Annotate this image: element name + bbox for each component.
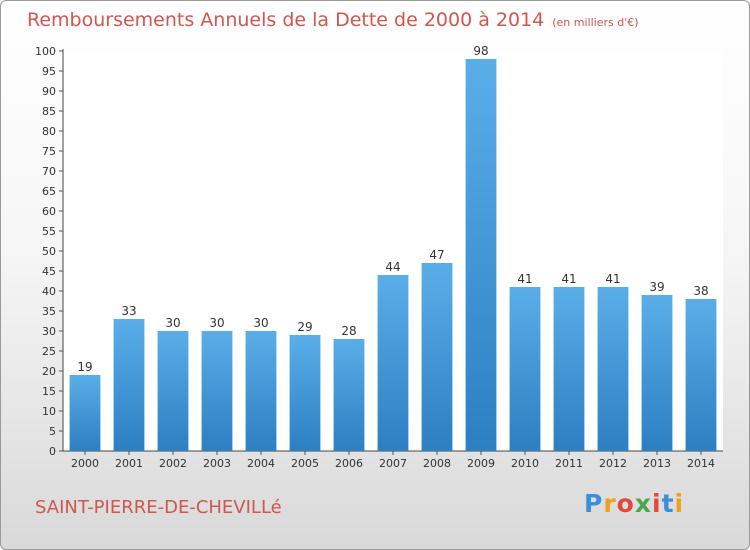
x-tick-label: 2001 bbox=[115, 457, 143, 470]
logo-letter: P bbox=[584, 489, 604, 518]
y-tick-label: 60 bbox=[42, 205, 56, 218]
logo-letter: o bbox=[616, 489, 635, 518]
bar-2010 bbox=[509, 287, 541, 451]
value-label: 39 bbox=[649, 280, 664, 294]
logo-letter: i bbox=[652, 489, 662, 518]
y-tick-label: 35 bbox=[42, 305, 56, 318]
bar-2005 bbox=[289, 335, 321, 451]
y-tick-label: 45 bbox=[42, 265, 56, 278]
logo-letter: r bbox=[603, 489, 617, 518]
x-tick-label: 2007 bbox=[379, 457, 407, 470]
value-label: 41 bbox=[605, 272, 620, 286]
y-tick-label: 70 bbox=[42, 165, 56, 178]
logo-letter: t bbox=[661, 489, 675, 518]
value-label: 30 bbox=[253, 316, 268, 330]
value-label: 44 bbox=[385, 260, 400, 274]
logo-letter: x bbox=[634, 489, 652, 518]
y-tick-label: 10 bbox=[42, 405, 56, 418]
value-label: 98 bbox=[473, 44, 488, 58]
chart-title-text: Remboursements Annuels de la Dette de 20… bbox=[27, 9, 545, 31]
y-tick-label: 100 bbox=[35, 45, 56, 58]
x-tick-label: 2004 bbox=[247, 457, 275, 470]
y-tick-label: 40 bbox=[42, 285, 56, 298]
x-tick-label: 2009 bbox=[467, 457, 495, 470]
bar-2013 bbox=[641, 295, 673, 451]
x-tick-label: 2012 bbox=[599, 457, 627, 470]
value-label: 41 bbox=[561, 272, 576, 286]
value-label: 30 bbox=[165, 316, 180, 330]
x-tick-label: 2013 bbox=[643, 457, 671, 470]
y-tick-label: 80 bbox=[42, 125, 56, 138]
x-tick-label: 2011 bbox=[555, 457, 583, 470]
y-tick-label: 85 bbox=[42, 105, 56, 118]
x-tick-label: 2002 bbox=[159, 457, 187, 470]
y-tick-label: 65 bbox=[42, 185, 56, 198]
value-label: 33 bbox=[121, 304, 136, 318]
x-tick-label: 2014 bbox=[687, 457, 715, 470]
y-tick-label: 20 bbox=[42, 365, 56, 378]
commune-name: SAINT-PIERRE-DE-CHEVILLé bbox=[35, 497, 282, 518]
bar-2000 bbox=[69, 375, 101, 451]
x-tick-label: 2003 bbox=[203, 457, 231, 470]
value-label: 41 bbox=[517, 272, 532, 286]
value-label: 29 bbox=[297, 320, 312, 334]
y-tick-label: 30 bbox=[42, 325, 56, 338]
y-tick-label: 15 bbox=[42, 385, 56, 398]
logo-letter: i bbox=[674, 489, 685, 518]
bar-2004 bbox=[245, 331, 277, 451]
y-tick-label: 0 bbox=[49, 445, 56, 458]
y-tick-label: 50 bbox=[42, 245, 56, 258]
y-tick-label: 90 bbox=[42, 85, 56, 98]
value-label: 47 bbox=[429, 248, 444, 262]
x-tick-label: 2006 bbox=[335, 457, 363, 470]
bar-2008 bbox=[421, 263, 453, 451]
bar-2009 bbox=[465, 59, 497, 451]
value-label: 19 bbox=[77, 360, 92, 374]
value-label: 38 bbox=[693, 284, 708, 298]
y-tick-label: 55 bbox=[42, 225, 56, 238]
bar-2002 bbox=[157, 331, 189, 451]
bar-2006 bbox=[333, 339, 365, 451]
x-tick-label: 2005 bbox=[291, 457, 319, 470]
y-tick-label: 95 bbox=[42, 65, 56, 78]
proxiti-logo[interactable]: Proxiti bbox=[584, 489, 684, 518]
bar-2007 bbox=[377, 275, 409, 451]
y-tick-label: 75 bbox=[42, 145, 56, 158]
x-tick-label: 2000 bbox=[71, 457, 99, 470]
chart-unit: (en milliers d'€) bbox=[552, 16, 639, 29]
bar-2001 bbox=[113, 319, 145, 451]
x-tick-label: 2010 bbox=[511, 457, 539, 470]
value-label: 30 bbox=[209, 316, 224, 330]
y-tick-label: 5 bbox=[49, 425, 56, 438]
chart-title: Remboursements Annuels de la Dette de 20… bbox=[27, 9, 639, 31]
bar-2012 bbox=[597, 287, 629, 451]
bar-2014 bbox=[685, 299, 717, 451]
y-tick-label: 25 bbox=[42, 345, 56, 358]
value-label: 28 bbox=[341, 324, 356, 338]
bar-2003 bbox=[201, 331, 233, 451]
x-tick-label: 2008 bbox=[423, 457, 451, 470]
bar-2011 bbox=[553, 287, 585, 451]
